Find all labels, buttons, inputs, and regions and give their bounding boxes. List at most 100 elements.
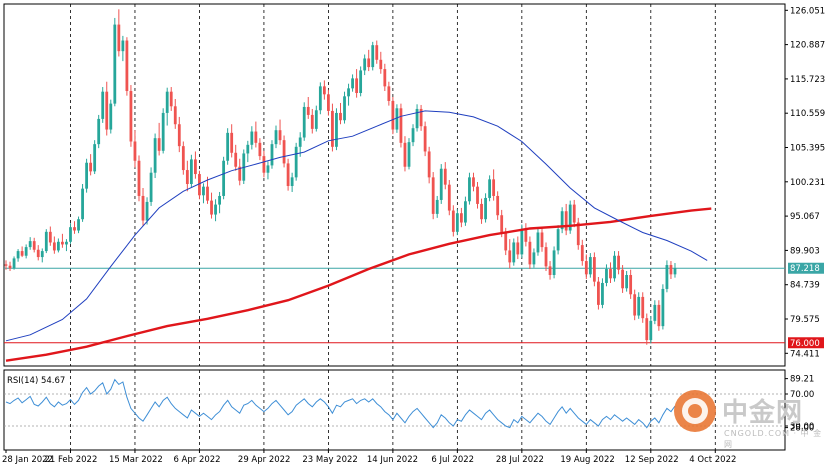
candle bbox=[552, 246, 556, 279]
candle bbox=[399, 103, 403, 148]
candle-body bbox=[399, 108, 403, 143]
candle bbox=[427, 146, 431, 184]
candle bbox=[415, 104, 419, 132]
candle-body bbox=[185, 170, 189, 185]
candle-body bbox=[351, 78, 354, 89]
candle bbox=[455, 209, 459, 236]
candle-body bbox=[427, 151, 431, 178]
candle bbox=[459, 207, 463, 228]
candle-body bbox=[56, 241, 60, 251]
candle bbox=[540, 226, 544, 252]
candle-body bbox=[254, 131, 258, 143]
candle bbox=[145, 197, 149, 225]
candle bbox=[331, 103, 334, 152]
candle bbox=[161, 108, 165, 154]
candle bbox=[355, 69, 359, 98]
candle bbox=[556, 225, 560, 255]
candle bbox=[395, 104, 399, 133]
price-tick-label: 115.723 bbox=[790, 75, 825, 85]
candle bbox=[8, 261, 12, 272]
candle-body bbox=[61, 241, 64, 245]
candle-body bbox=[73, 227, 76, 231]
candle bbox=[101, 87, 105, 123]
candle-body bbox=[572, 204, 576, 223]
candle-body bbox=[24, 247, 28, 256]
candle bbox=[367, 49, 371, 72]
candle bbox=[484, 193, 487, 223]
candle bbox=[605, 264, 608, 287]
candle-body bbox=[488, 179, 491, 198]
candle bbox=[282, 135, 286, 168]
candle-body bbox=[258, 142, 262, 157]
candle bbox=[363, 54, 367, 76]
candle-body bbox=[145, 201, 149, 221]
watermark-logo: 中金网 CNGOLD.COM · 中 金 网 bbox=[672, 388, 832, 449]
date-tick-label: 29 Apr 2022 bbox=[238, 455, 291, 465]
candle bbox=[4, 260, 8, 270]
candle-body bbox=[560, 211, 564, 230]
candle-body bbox=[661, 288, 665, 327]
candle bbox=[371, 41, 375, 71]
candle-body bbox=[270, 144, 274, 166]
candle-body bbox=[44, 231, 48, 252]
candle bbox=[153, 133, 157, 179]
candle bbox=[173, 98, 177, 129]
date-tick-label: 23 May 2022 bbox=[302, 455, 357, 465]
candle-body bbox=[443, 168, 447, 185]
candle bbox=[468, 172, 471, 205]
candle-body bbox=[177, 124, 181, 147]
candle-body bbox=[665, 265, 669, 289]
candle bbox=[238, 158, 242, 186]
candle bbox=[262, 150, 266, 178]
candle-body bbox=[314, 110, 318, 129]
candle-body bbox=[371, 45, 375, 68]
candle bbox=[254, 121, 258, 148]
candle bbox=[181, 141, 185, 175]
candle bbox=[335, 108, 338, 151]
candle-body bbox=[532, 252, 536, 265]
candle-body bbox=[568, 204, 572, 231]
candle-body bbox=[391, 100, 395, 130]
candle-body bbox=[109, 103, 113, 130]
candle-body bbox=[125, 40, 129, 92]
candle-body bbox=[302, 106, 306, 138]
candle bbox=[548, 261, 552, 280]
rsi-tick-label: 30.00 bbox=[790, 422, 814, 432]
candle bbox=[149, 167, 153, 206]
candle bbox=[375, 40, 379, 64]
candle-body bbox=[327, 94, 330, 111]
candle-body bbox=[133, 141, 137, 161]
candle-body bbox=[310, 114, 314, 129]
candle-body bbox=[516, 242, 520, 255]
current-price-tag: 87.218 bbox=[788, 262, 824, 274]
date-tick-label: 4 Oct 2022 bbox=[689, 455, 736, 465]
candle bbox=[129, 85, 133, 147]
candle bbox=[601, 278, 604, 309]
candle bbox=[314, 105, 318, 132]
candle-body bbox=[423, 126, 427, 152]
candle bbox=[48, 226, 52, 246]
candlestick-series bbox=[4, 9, 677, 345]
vertical-gridlines bbox=[70, 4, 716, 366]
candle-body bbox=[552, 250, 556, 276]
candle-body bbox=[101, 91, 105, 119]
candle-body bbox=[335, 112, 338, 147]
watermark-brand-subtext: CNGOLD.COM · 中 金 网 bbox=[724, 429, 823, 449]
date-tick-label: 28 Jul 2022 bbox=[496, 455, 544, 465]
candle-body bbox=[613, 255, 616, 279]
candle bbox=[576, 217, 580, 250]
candle bbox=[464, 196, 467, 226]
candle-body bbox=[8, 265, 12, 269]
candle-body bbox=[540, 232, 544, 248]
candle bbox=[266, 161, 270, 180]
price-tick-label: 79.575 bbox=[790, 315, 820, 325]
date-tick-label: 14 Jun 2022 bbox=[367, 455, 418, 465]
candle-body bbox=[202, 186, 205, 196]
candle bbox=[327, 89, 330, 116]
candle bbox=[476, 182, 479, 209]
candle bbox=[109, 99, 113, 134]
candle bbox=[645, 313, 649, 345]
candle-body bbox=[387, 86, 391, 101]
candle-body bbox=[165, 91, 169, 113]
candle bbox=[28, 237, 32, 250]
